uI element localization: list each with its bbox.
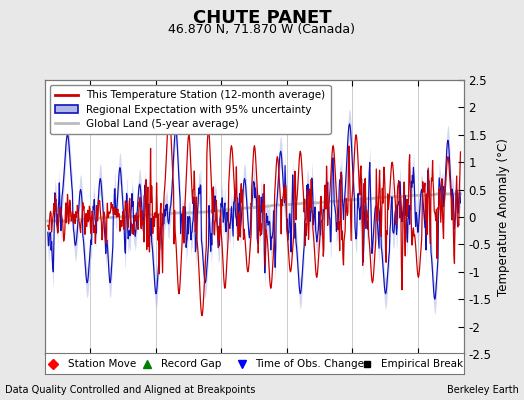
Text: Station Move: Station Move <box>68 358 136 369</box>
Legend: This Temperature Station (12-month average), Regional Expectation with 95% uncer: This Temperature Station (12-month avera… <box>50 85 331 134</box>
Text: Berkeley Earth: Berkeley Earth <box>447 385 519 395</box>
Text: Record Gap: Record Gap <box>161 358 222 369</box>
Text: Time of Obs. Change: Time of Obs. Change <box>255 358 364 369</box>
Text: Data Quality Controlled and Aligned at Breakpoints: Data Quality Controlled and Aligned at B… <box>5 385 256 395</box>
Text: CHUTE PANET: CHUTE PANET <box>193 9 331 27</box>
Y-axis label: Temperature Anomaly (°C): Temperature Anomaly (°C) <box>497 138 510 296</box>
Text: Empirical Break: Empirical Break <box>381 358 463 369</box>
Text: 46.870 N, 71.870 W (Canada): 46.870 N, 71.870 W (Canada) <box>169 24 355 36</box>
